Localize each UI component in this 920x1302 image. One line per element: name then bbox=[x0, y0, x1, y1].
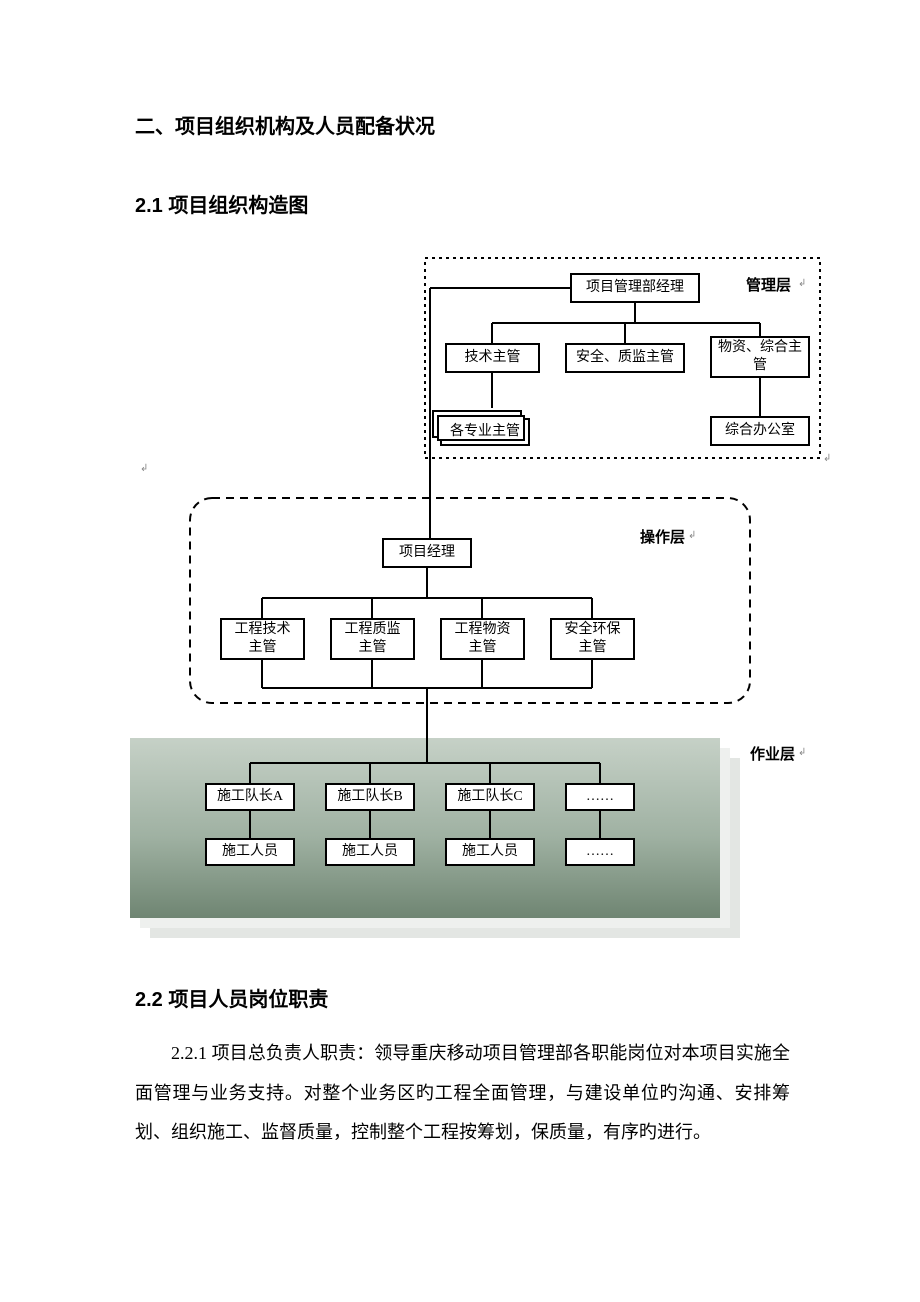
heading-2-1: 2.1 项目组织构造图 bbox=[135, 189, 790, 218]
text-line: 主管 bbox=[469, 640, 497, 655]
crlf-mark: ↲ bbox=[798, 747, 806, 758]
box-material-general-lead: 物资、综合主 管 bbox=[710, 336, 810, 378]
text-line: 物资、综合主 bbox=[718, 340, 802, 355]
crlf-mark: ↲ bbox=[798, 278, 806, 289]
label-management-layer: 管理层 bbox=[746, 274, 791, 295]
label-work-layer: 作业层 bbox=[750, 743, 795, 764]
box-pm-dept-manager: 项目管理部经理 bbox=[570, 273, 700, 303]
box-captain-b: 施工队长B bbox=[325, 783, 415, 811]
box-worker-c: 施工人员 bbox=[445, 838, 535, 866]
box-worker-a: 施工人员 bbox=[205, 838, 295, 866]
text-line: 工程物资 bbox=[455, 622, 511, 637]
text-line: 主管 bbox=[579, 640, 607, 655]
crlf-mark: ↲ bbox=[688, 530, 696, 541]
org-chart-diagram: 管理层 ↲ 操作层 ↲ 作业层 ↲ ↲ ↲ 项目管理部经理 技术主管 安全、质监… bbox=[130, 248, 830, 943]
box-eng-qc-lead: 工程质监 主管 bbox=[330, 618, 415, 660]
box-eng-tech-lead: 工程技术 主管 bbox=[220, 618, 305, 660]
box-tech-lead: 技术主管 bbox=[445, 343, 540, 373]
heading-2-2: 2.2 项目人员岗位职责 bbox=[135, 983, 790, 1012]
label-operation-layer: 操作层 bbox=[640, 526, 685, 547]
text-line: 工程技术 bbox=[235, 622, 291, 637]
heading-section-2: 二、项目组织机构及人员配备状况 bbox=[135, 110, 790, 139]
paragraph-2-2-1: 2.2.1 项目总负责人职责：领导重庆移动项目管理部各职能岗位对本项目实施全面管… bbox=[135, 1034, 790, 1153]
box-captain-c: 施工队长C bbox=[445, 783, 535, 811]
box-eng-safety-lead: 安全环保 主管 bbox=[550, 618, 635, 660]
text-line: 管 bbox=[753, 358, 767, 373]
text-line: 主管 bbox=[249, 640, 277, 655]
crlf-mark: ↲ bbox=[823, 453, 831, 464]
box-captain-a: 施工队长A bbox=[205, 783, 295, 811]
box-safety-qc-lead: 安全、质监主管 bbox=[565, 343, 685, 373]
box-specialist-leads: 各专业主管 bbox=[440, 418, 530, 446]
box-project-manager: 项目经理 bbox=[382, 538, 472, 568]
box-worker-b: 施工人员 bbox=[325, 838, 415, 866]
text-line: 工程质监 bbox=[345, 622, 401, 637]
box-eng-material-lead: 工程物资 主管 bbox=[440, 618, 525, 660]
box-general-office: 综合办公室 bbox=[710, 416, 810, 446]
box-captain-more: …… bbox=[565, 783, 635, 811]
box-worker-more: …… bbox=[565, 838, 635, 866]
work-layer-bg-main bbox=[130, 738, 720, 918]
crlf-mark: ↲ bbox=[140, 463, 148, 474]
text-line: 安全环保 bbox=[565, 622, 621, 637]
text-line: 主管 bbox=[359, 640, 387, 655]
